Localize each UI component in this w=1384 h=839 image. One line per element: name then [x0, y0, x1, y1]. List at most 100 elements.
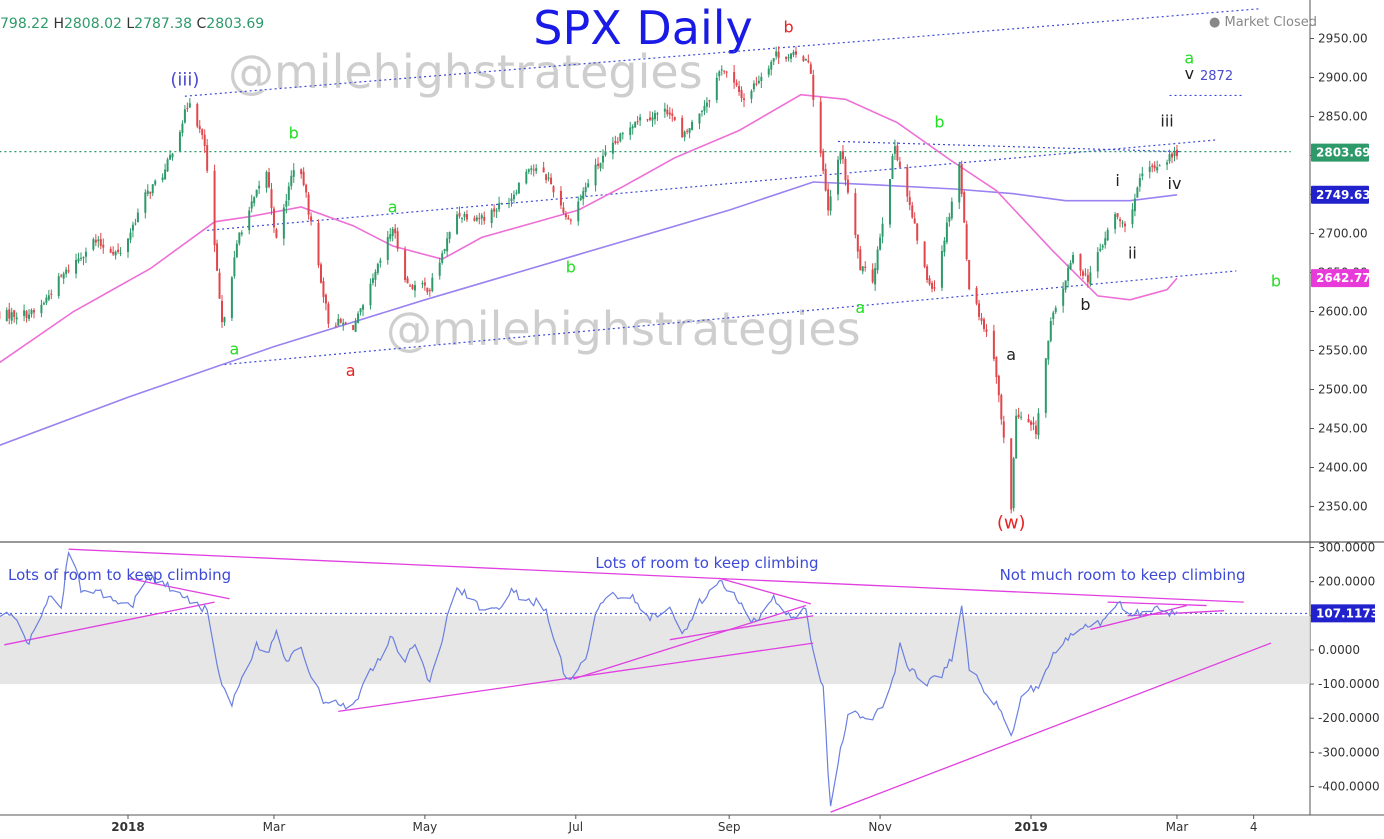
candle-body [337, 318, 340, 326]
candle [250, 194, 253, 213]
candle [342, 318, 345, 331]
candle-body [62, 273, 65, 279]
candle [856, 234, 859, 259]
candle [943, 237, 946, 257]
candle-body [438, 262, 441, 276]
candle [8, 302, 11, 325]
candle [305, 183, 308, 198]
candle [1084, 268, 1087, 277]
candle [302, 167, 305, 187]
time-tick-label: Mar [263, 820, 286, 834]
price-tick-label: 2450.00 [1318, 422, 1368, 436]
candle [718, 70, 721, 81]
candle-body [960, 164, 963, 194]
candle-body [594, 164, 597, 186]
candle-body [911, 205, 914, 218]
candle-body [99, 239, 102, 246]
candle [268, 167, 271, 189]
candle-body [112, 251, 115, 255]
candle [1034, 420, 1037, 440]
candle [871, 263, 874, 284]
candle [287, 182, 290, 206]
candle [379, 257, 382, 268]
candle [614, 135, 617, 145]
candle-body [460, 217, 463, 219]
candle [369, 278, 372, 310]
candle [391, 226, 394, 242]
price-tick-label: 2500.00 [1318, 383, 1368, 397]
candle [1086, 268, 1089, 288]
candle-body [888, 179, 891, 225]
candle-body [10, 312, 13, 321]
candle-body [1116, 213, 1119, 217]
time-tick-label: May [412, 820, 437, 834]
candle-body [577, 201, 580, 222]
candle-body [926, 266, 929, 280]
candle-body [223, 317, 226, 323]
wave-label: ii [1128, 243, 1137, 262]
candle-body [738, 86, 741, 92]
candle [879, 233, 882, 251]
candle [1044, 358, 1047, 418]
candle-body [201, 129, 204, 135]
candle-body [305, 184, 308, 193]
wave-label: b [289, 123, 299, 142]
candle-body [673, 117, 676, 120]
candle-body [1104, 238, 1107, 246]
candle [77, 252, 80, 264]
candle [28, 309, 31, 322]
candle [1015, 409, 1018, 459]
candle-body [409, 285, 412, 287]
candle [837, 156, 840, 201]
candle-body [376, 263, 379, 273]
candle [307, 192, 310, 220]
candle [532, 164, 535, 177]
cci-trendline [1090, 604, 1188, 631]
cci-tick-label: 0.0000 [1318, 643, 1360, 657]
candle [1049, 317, 1052, 343]
cci-trendline [573, 604, 807, 680]
high-label: H [53, 16, 64, 32]
candle-body [871, 269, 874, 283]
candle-body [567, 217, 570, 220]
candle [1166, 159, 1169, 171]
candle-body [458, 212, 461, 217]
candle-body [1052, 312, 1055, 319]
cci-tick-label: -400.0000 [1318, 780, 1380, 794]
candle [965, 220, 968, 262]
candle [819, 96, 822, 158]
candle [579, 194, 582, 202]
candle [164, 163, 167, 180]
candle-body [500, 203, 503, 205]
candle [134, 218, 137, 226]
candle [362, 303, 365, 317]
candle [290, 170, 293, 190]
cci-trendline [669, 615, 814, 641]
close-value: 2803.69 [206, 16, 265, 32]
candle [775, 46, 778, 60]
candle [668, 107, 671, 119]
candle [389, 227, 392, 242]
candle [770, 59, 773, 76]
candle-body [1027, 418, 1030, 423]
candle-body [275, 229, 278, 238]
candle [982, 317, 985, 332]
candle [864, 261, 867, 272]
candle [1062, 282, 1065, 313]
candle [149, 191, 152, 199]
candle-body [92, 239, 95, 250]
price-label-text: 2642.77 [1316, 271, 1371, 285]
candle-body [844, 158, 847, 181]
candle-body [1124, 223, 1127, 227]
candle [859, 246, 862, 271]
candle-body [1015, 415, 1018, 459]
price-axis-labels: 2803.69 2749.63 2642.77 [1311, 143, 1371, 288]
candle-body [493, 208, 496, 212]
price-tick-label: 2550.00 [1318, 344, 1368, 358]
candle-body [1171, 153, 1174, 158]
candle [1027, 414, 1030, 423]
price-tick-label: 2950.00 [1318, 32, 1368, 46]
candle-body [822, 151, 825, 171]
candle-body [720, 69, 723, 71]
